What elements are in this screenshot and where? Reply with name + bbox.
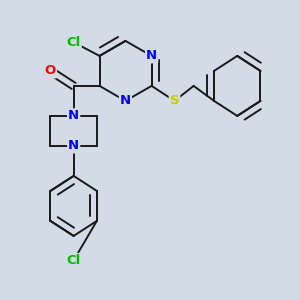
- Text: S: S: [170, 94, 179, 107]
- Text: N: N: [146, 50, 157, 62]
- Text: O: O: [45, 64, 56, 77]
- Text: N: N: [120, 94, 131, 107]
- Text: Cl: Cl: [67, 254, 81, 267]
- Text: Cl: Cl: [67, 36, 81, 49]
- Text: N: N: [68, 110, 79, 122]
- Text: N: N: [68, 140, 79, 152]
